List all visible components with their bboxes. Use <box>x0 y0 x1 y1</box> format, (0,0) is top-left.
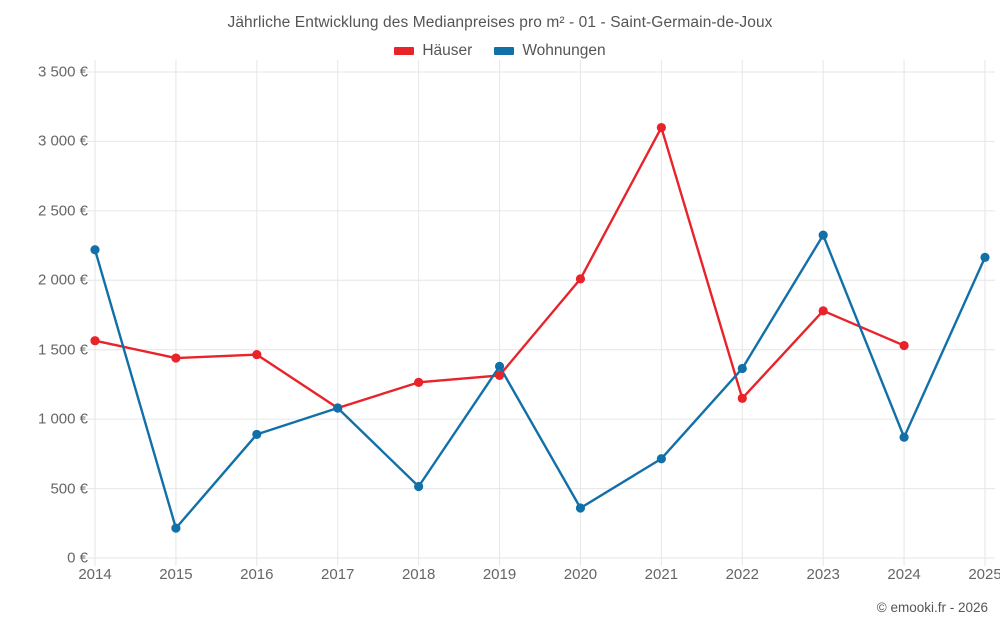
x-tick-label-2025: 2025 <box>968 566 1000 583</box>
data-point-houses-2020[interactable] <box>575 274 586 284</box>
x-tick-label-2021: 2021 <box>644 566 679 583</box>
y-tick-label: 3 500 € <box>37 63 88 81</box>
data-point-apartments-2020[interactable] <box>575 503 586 513</box>
chart-legend: Häuser Wohnungen <box>0 42 1000 60</box>
x-tick-label-2023: 2023 <box>806 566 840 583</box>
legend-swatch-apartments <box>494 47 515 55</box>
legend-label-houses: Häuser <box>422 42 473 59</box>
data-point-apartments-2018[interactable] <box>414 481 424 492</box>
series-markers <box>90 122 990 533</box>
data-point-houses-2016[interactable] <box>252 349 262 360</box>
data-point-houses-2022[interactable] <box>737 393 747 403</box>
legend-item-houses[interactable]: Häuser <box>394 42 472 60</box>
data-point-apartments-2017[interactable] <box>333 403 343 413</box>
x-tick-label-2019: 2019 <box>482 566 517 583</box>
data-point-apartments-2022[interactable] <box>737 363 747 374</box>
data-point-houses-2018[interactable] <box>414 377 424 387</box>
data-point-apartments-2023[interactable] <box>818 230 828 240</box>
data-point-houses-2021[interactable] <box>656 122 666 133</box>
data-point-apartments-2024[interactable] <box>899 432 909 442</box>
data-point-houses-2015[interactable] <box>171 353 181 363</box>
y-tick-label: 500 € <box>50 480 88 498</box>
grid-lines <box>87 60 995 566</box>
data-point-apartments-2025[interactable] <box>980 252 990 262</box>
data-point-apartments-2019[interactable] <box>494 361 505 371</box>
data-point-apartments-2015[interactable] <box>171 523 181 533</box>
y-tick-label: 1 500 € <box>37 341 88 359</box>
y-tick-label: 2 000 € <box>37 271 88 289</box>
series-lines <box>93 126 987 530</box>
x-tick-label-2022: 2022 <box>725 566 759 583</box>
data-point-apartments-2021[interactable] <box>656 454 666 464</box>
legend-item-apartments[interactable]: Wohnungen <box>494 42 606 60</box>
data-point-houses-2019[interactable] <box>494 370 505 381</box>
x-tick-label-2017: 2017 <box>321 566 355 583</box>
series-line-apartments[interactable] <box>93 233 987 530</box>
x-tick-label-2024: 2024 <box>887 566 921 583</box>
legend-label-apartments: Wohnungen <box>522 42 606 59</box>
chart-title: Jährliche Entwicklung des Medianpreises … <box>227 14 773 31</box>
x-tick-label-2014: 2014 <box>78 566 112 583</box>
x-tick-label-2016: 2016 <box>240 566 274 583</box>
x-tick-label-2015: 2015 <box>159 566 193 583</box>
y-tick-label: 3 000 € <box>37 132 88 150</box>
data-point-houses-2024[interactable] <box>899 340 909 351</box>
data-point-houses-2023[interactable] <box>818 306 828 316</box>
y-tick-label: 1 000 € <box>37 410 88 428</box>
legend-swatch-houses <box>394 47 415 55</box>
x-tick-label-2018: 2018 <box>401 566 436 583</box>
data-point-apartments-2014[interactable] <box>90 245 100 255</box>
x-tick-label-2020: 2020 <box>563 566 598 583</box>
data-point-houses-2014[interactable] <box>90 336 100 346</box>
chart-credit: © emooki.fr - 2026 <box>876 600 988 615</box>
y-tick-label: 2 500 € <box>37 202 88 220</box>
y-tick-label: 0 € <box>67 549 88 567</box>
data-point-apartments-2016[interactable] <box>252 429 262 440</box>
